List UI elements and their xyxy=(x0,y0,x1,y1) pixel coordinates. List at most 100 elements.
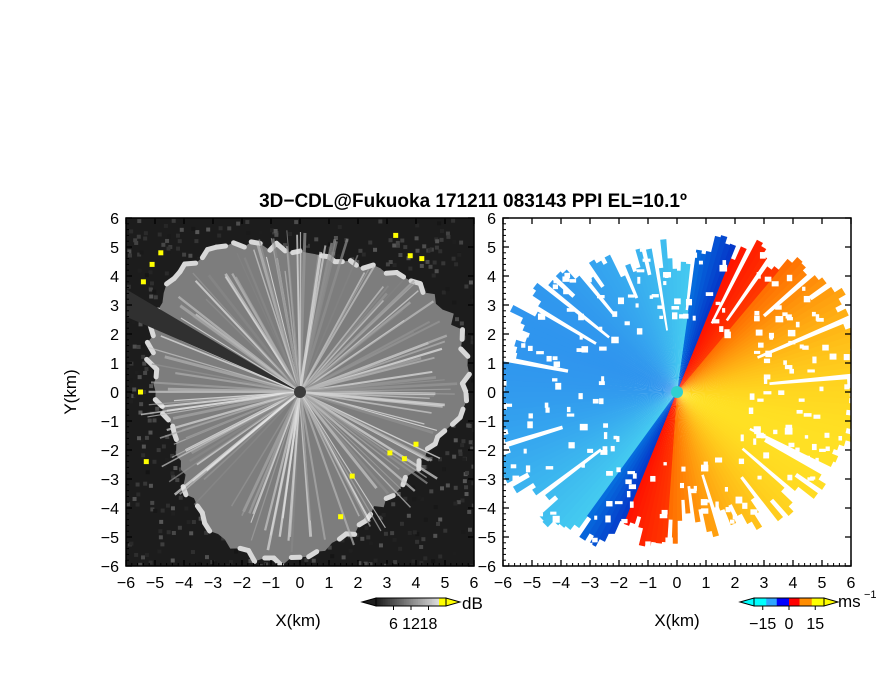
reflectivity-noise-cell xyxy=(419,544,424,549)
reflectivity-noise-cell xyxy=(161,242,166,247)
reflectivity-noise-cell xyxy=(156,448,161,453)
reflectivity-colorbar-segment xyxy=(419,598,422,606)
reflectivity-noise-cell xyxy=(314,237,319,242)
reflectivity-noise-cell xyxy=(150,500,155,505)
velocity-sector xyxy=(555,271,677,392)
velocity-gap xyxy=(788,442,795,448)
reflectivity-colorbar-segment xyxy=(418,598,421,606)
velocity-colorbar-segment xyxy=(792,598,795,606)
reflectivity-noise-cell xyxy=(431,559,436,564)
reflectivity-radial-streak xyxy=(236,252,301,393)
velocity-sector xyxy=(677,246,747,392)
velocity-gap xyxy=(722,308,726,313)
reflectivity-noise-cell xyxy=(143,231,148,236)
reflectivity-y-tick-label: −3 xyxy=(101,472,119,489)
velocity-gap xyxy=(608,533,617,539)
reflectivity-noise-cell xyxy=(433,533,438,538)
reflectivity-colorbar-segment xyxy=(405,598,408,606)
velocity-gap xyxy=(663,272,672,278)
reflectivity-noise-cell xyxy=(466,423,471,428)
velocity-gap xyxy=(609,241,615,248)
velocity-gap xyxy=(632,473,637,479)
velocity-gap xyxy=(804,435,809,439)
velocity-gap xyxy=(719,264,728,272)
reflectivity-radial-streak xyxy=(299,320,431,393)
velocity-gap xyxy=(763,391,772,395)
velocity-sector xyxy=(534,311,677,392)
velocity-sector xyxy=(503,367,677,392)
reflectivity-noise-cell xyxy=(391,502,396,507)
reflectivity-noise-cell xyxy=(136,492,141,497)
reflectivity-noise-cell xyxy=(131,394,136,399)
reflectivity-noise-cell xyxy=(139,357,144,362)
velocity-sector xyxy=(619,392,677,523)
velocity-x-tick-label: −2 xyxy=(610,575,628,592)
velocity-gap xyxy=(677,254,685,260)
reflectivity-noise-cell xyxy=(420,497,425,502)
reflectivity-noise-cell xyxy=(364,525,369,530)
reflectivity-noise-cell xyxy=(212,561,217,566)
reflectivity-noise-cell xyxy=(136,234,141,239)
velocity-gap xyxy=(563,289,569,295)
reflectivity-radial-streak xyxy=(253,249,301,393)
velocity-sector xyxy=(677,392,840,451)
reflectivity-noise-cell xyxy=(445,451,450,456)
reflectivity-noise-cell xyxy=(408,266,413,271)
reflectivity-y-tick-label: −6 xyxy=(101,559,119,576)
reflectivity-colorbar-segment xyxy=(402,598,405,606)
reflectivity-noise-cell xyxy=(403,245,408,250)
reflectivity-noise-cell xyxy=(471,481,474,486)
reflectivity-noise-cell xyxy=(459,321,464,326)
velocity-sector xyxy=(677,258,793,392)
velocity-gap xyxy=(645,541,651,548)
velocity-x-tick-label: −1 xyxy=(639,575,657,592)
velocity-gap xyxy=(587,448,594,453)
velocity-y-tick-label: −5 xyxy=(478,530,496,547)
velocity-gap xyxy=(663,281,667,286)
velocity-sector xyxy=(677,392,774,502)
reflectivity-noise-cell xyxy=(166,246,171,251)
reflectivity-colorbar-segment xyxy=(388,598,391,606)
velocity-gap xyxy=(681,558,686,562)
velocity-gap xyxy=(659,513,668,519)
velocity-gap xyxy=(510,464,517,469)
reflectivity-radial-streak xyxy=(148,346,301,393)
velocity-sector xyxy=(522,324,677,392)
reflectivity-radial-streak xyxy=(299,391,416,492)
reflectivity-radial-streak xyxy=(263,391,302,531)
reflectivity-noise-cell xyxy=(460,443,465,448)
reflectivity-noise-cell xyxy=(273,229,278,234)
reflectivity-noise-cell xyxy=(368,541,373,546)
velocity-sector xyxy=(677,319,729,392)
velocity-sector xyxy=(677,243,731,392)
velocity-y-tick-label: 2 xyxy=(487,327,496,344)
velocity-gap xyxy=(822,344,829,351)
reflectivity-noise-cell xyxy=(459,240,464,245)
velocity-y-tick-label: 4 xyxy=(487,269,496,286)
velocity-sector xyxy=(574,275,677,392)
reflectivity-noise-cell xyxy=(179,227,184,232)
reflectivity-noise-cell xyxy=(274,232,279,237)
reflectivity-noise-cell xyxy=(167,234,172,239)
velocity-gap xyxy=(616,436,620,442)
velocity-sector xyxy=(623,392,677,526)
velocity-gap xyxy=(606,471,613,476)
velocity-gap xyxy=(536,351,544,355)
velocity-colorbar-segment xyxy=(754,598,757,606)
velocity-x-tick-label: −5 xyxy=(523,575,541,592)
reflectivity-noise-cell xyxy=(188,253,193,258)
reflectivity-noise-cell xyxy=(378,515,383,520)
reflectivity-radial-streak xyxy=(175,372,301,394)
velocity-colorbar-segment xyxy=(810,598,813,606)
velocity-gap xyxy=(616,467,621,473)
reflectivity-x-tick-label: 3 xyxy=(383,575,392,592)
velocity-gap xyxy=(722,260,727,266)
velocity-gap xyxy=(598,381,605,386)
velocity-sector xyxy=(677,392,799,491)
reflectivity-colorbar-segment xyxy=(407,598,410,606)
velocity-gap xyxy=(844,384,850,390)
reflectivity-noise-cell xyxy=(178,495,183,500)
reflectivity-noise-cell xyxy=(378,219,383,224)
reflectivity-colorbar-segment xyxy=(398,598,401,606)
